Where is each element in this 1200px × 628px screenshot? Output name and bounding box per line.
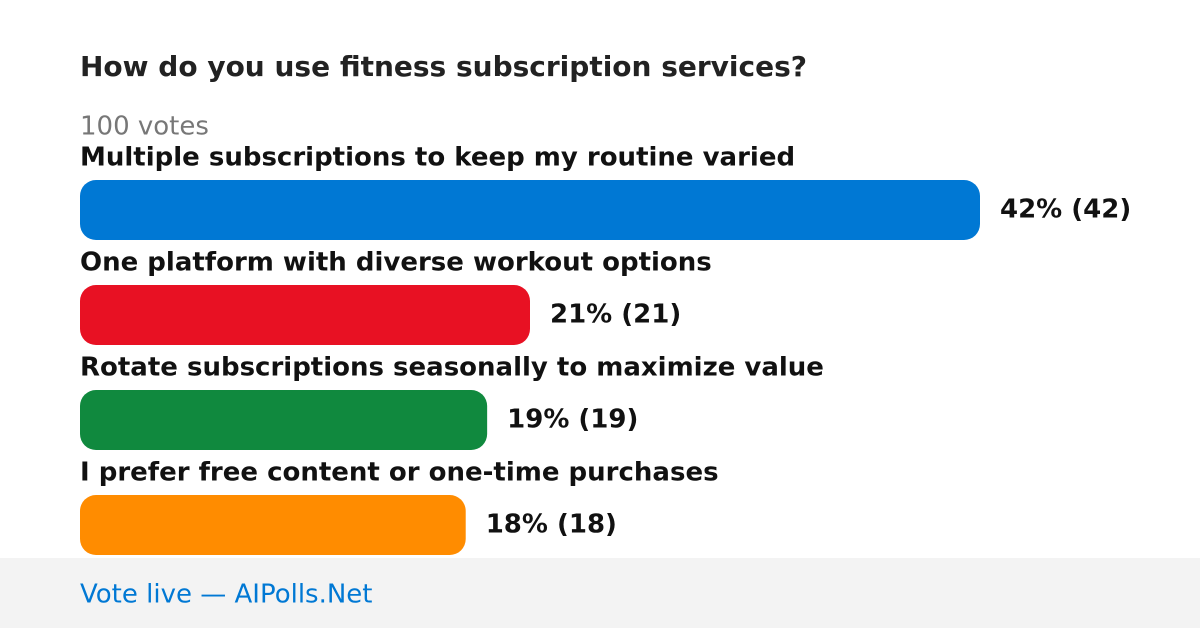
footer-link[interactable]: Vote live — AIPolls.Net xyxy=(80,580,373,610)
option-label: Rotate subscriptions seasonally to maxim… xyxy=(80,353,824,383)
option-label: One platform with diverse workout option… xyxy=(80,248,712,278)
value-label: 21% (21) xyxy=(550,300,681,330)
option-label: I prefer free content or one-time purcha… xyxy=(80,458,719,488)
bar xyxy=(80,180,980,240)
vote-count: 100 votes xyxy=(80,112,209,142)
bar xyxy=(80,495,466,555)
value-label: 18% (18) xyxy=(486,510,617,540)
bar xyxy=(80,285,530,345)
option-label: Multiple subscriptions to keep my routin… xyxy=(80,143,795,173)
footer-bar xyxy=(0,558,1200,628)
value-label: 19% (19) xyxy=(507,405,638,435)
value-label: 42% (42) xyxy=(1000,195,1131,225)
chart-title: How do you use fitness subscription serv… xyxy=(80,50,807,83)
bar xyxy=(80,390,488,450)
